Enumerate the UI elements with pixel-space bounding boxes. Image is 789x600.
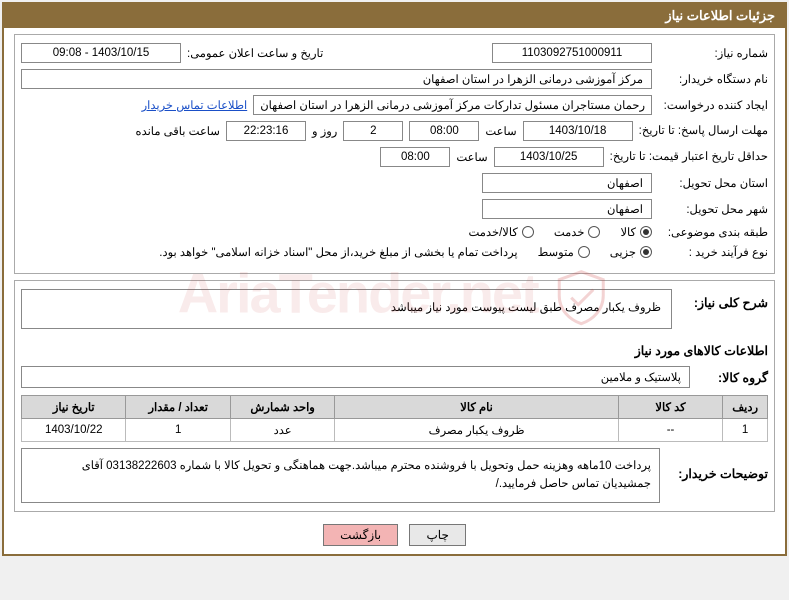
form-section: شماره نیاز: 1103092751000911 تاریخ و ساع… (14, 34, 775, 274)
table-header-row: ردیف کد کالا نام کالا واحد شمارش تعداد /… (22, 396, 768, 419)
reply-deadline-time: 08:00 (409, 121, 479, 141)
reply-days: 2 (343, 121, 403, 141)
delivery-province-field: اصفهان (482, 173, 652, 193)
panel-header: جزئیات اطلاعات نیاز (4, 4, 785, 28)
back-button[interactable]: بازگشت (323, 524, 398, 546)
radio-service[interactable]: خدمت (554, 225, 601, 239)
panel: جزئیات اطلاعات نیاز شماره نیاز: 11030927… (2, 2, 787, 556)
table-row: 1 -- ظروف یکبار مصرف عدد 1 1403/10/22 (22, 419, 768, 442)
need-number-field: 1103092751000911 (492, 43, 652, 63)
price-time-label: ساعت (456, 150, 487, 164)
reply-time-label: ساعت (485, 124, 516, 138)
print-button[interactable]: چاپ (409, 524, 465, 546)
announce-date-label: تاریخ و ساعت اعلان عمومی: (187, 46, 323, 60)
group-label: گروه کالا: (698, 370, 768, 385)
radio-dot-icon (640, 226, 652, 238)
buyer-org-label: نام دستگاه خریدار: (658, 72, 768, 86)
radio-dot-icon (640, 246, 652, 258)
radio-goods[interactable]: کالا (620, 225, 652, 239)
cell-row: 1 (723, 419, 768, 442)
buyer-note-text: پرداخت 10ماهه وهزینه حمل وتحویل با فروشن… (21, 448, 660, 503)
group-field: پلاستیک و ملامین (21, 366, 690, 388)
need-number-label: شماره نیاز: (658, 46, 768, 60)
col-row: ردیف (723, 396, 768, 419)
reply-deadline-date: 1403/10/18 (523, 121, 633, 141)
delivery-city-field: اصفهان (482, 199, 652, 219)
days-label: روز و (312, 124, 337, 138)
cell-unit: عدد (230, 419, 334, 442)
reply-countdown: 22:23:16 (226, 121, 306, 141)
radio-goods-service[interactable]: کالا/خدمت (469, 225, 534, 239)
buyer-org-field: مرکز آموزشی درمانی الزهرا در استان اصفها… (21, 69, 652, 89)
panel-title: جزئیات اطلاعات نیاز (665, 8, 775, 23)
col-code: کد کالا (618, 396, 722, 419)
delivery-province-label: استان محل تحویل: (658, 176, 768, 190)
items-table: ردیف کد کالا نام کالا واحد شمارش تعداد /… (21, 395, 768, 442)
radio-dot-icon (522, 226, 534, 238)
cell-code: -- (618, 419, 722, 442)
buyer-note-label: توضیحات خریدار: (668, 454, 768, 481)
reply-deadline-label: مهلت ارسال پاسخ: تا تاریخ: (639, 124, 768, 139)
category-label: طبقه بندی موضوعی: (658, 225, 768, 239)
cell-date: 1403/10/22 (22, 419, 126, 442)
details-section: شرح کلی نیاز: ظروف یکبار مصرف طبق لیست پ… (14, 280, 775, 512)
radio-dot-icon (578, 246, 590, 258)
goods-info-title: اطلاعات کالاهای مورد نیاز (21, 343, 768, 358)
cell-name: ظروف یکبار مصرف (335, 419, 618, 442)
radio-dot-icon (588, 226, 600, 238)
col-unit: واحد شمارش (230, 396, 334, 419)
delivery-city-label: شهر محل تحویل: (658, 202, 768, 216)
price-validity-time: 08:00 (380, 147, 450, 167)
price-validity-label: حداقل تاریخ اعتبار قیمت: تا تاریخ: (610, 150, 768, 165)
purchase-type-label: نوع فرآیند خرید : (658, 245, 768, 259)
button-row: چاپ بازگشت (14, 518, 775, 548)
cell-qty: 1 (126, 419, 230, 442)
overall-label: شرح کلی نیاز: (678, 295, 768, 310)
overall-desc: ظروف یکبار مصرف طبق لیست پیوست مورد نیاز… (21, 289, 672, 329)
price-validity-date: 1403/10/25 (494, 147, 604, 167)
requester-label: ایجاد کننده درخواست: (658, 98, 768, 112)
col-date: تاریخ نیاز (22, 396, 126, 419)
buyer-contact-link[interactable]: اطلاعات تماس خریدار (142, 98, 248, 112)
announce-date-field: 1403/10/15 - 09:08 (21, 43, 181, 63)
purchase-note: پرداخت تمام یا بخشی از مبلغ خرید،از محل … (159, 245, 517, 259)
requester-field: رحمان مستاجران مسئول تدارکات مرکز آموزشی… (253, 95, 652, 115)
remain-label: ساعت باقی مانده (136, 124, 220, 138)
col-qty: تعداد / مقدار (126, 396, 230, 419)
radio-partial[interactable]: جزیی (610, 245, 652, 259)
col-name: نام کالا (335, 396, 618, 419)
radio-medium[interactable]: متوسط (538, 245, 590, 259)
